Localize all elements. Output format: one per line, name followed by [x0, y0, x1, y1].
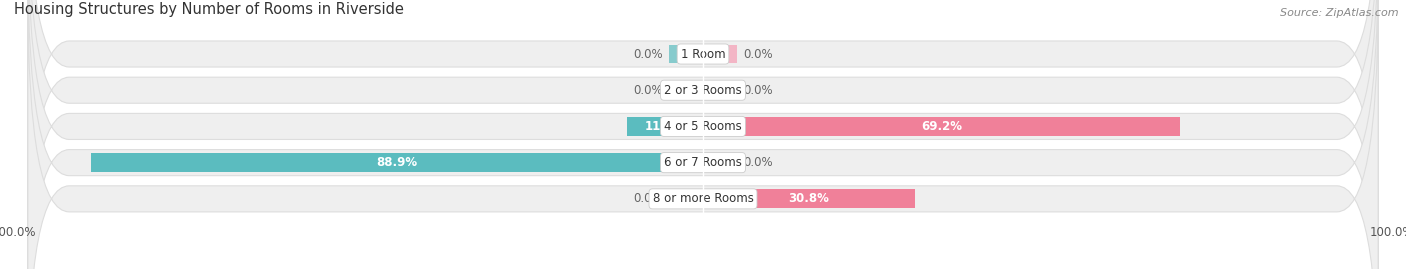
Bar	[703, 117, 1180, 136]
FancyBboxPatch shape	[28, 0, 1378, 269]
Text: 8 or more Rooms: 8 or more Rooms	[652, 192, 754, 205]
Text: 0.0%: 0.0%	[634, 48, 664, 61]
Bar	[703, 81, 738, 100]
Text: 69.2%: 69.2%	[921, 120, 962, 133]
Bar	[669, 189, 703, 208]
Text: 0.0%: 0.0%	[742, 156, 772, 169]
Bar	[669, 81, 703, 100]
FancyBboxPatch shape	[28, 0, 1378, 258]
Bar	[627, 117, 703, 136]
Text: Source: ZipAtlas.com: Source: ZipAtlas.com	[1281, 8, 1399, 18]
Text: 88.9%: 88.9%	[377, 156, 418, 169]
Text: 4 or 5 Rooms: 4 or 5 Rooms	[664, 120, 742, 133]
Bar	[703, 45, 738, 63]
Text: 11.1%: 11.1%	[644, 120, 685, 133]
FancyBboxPatch shape	[28, 0, 1378, 269]
Text: Housing Structures by Number of Rooms in Riverside: Housing Structures by Number of Rooms in…	[14, 2, 404, 17]
Text: 2 or 3 Rooms: 2 or 3 Rooms	[664, 84, 742, 97]
Bar	[703, 153, 738, 172]
Text: 30.8%: 30.8%	[789, 192, 830, 205]
Bar	[669, 45, 703, 63]
Text: 0.0%: 0.0%	[634, 84, 664, 97]
Text: 0.0%: 0.0%	[742, 84, 772, 97]
FancyBboxPatch shape	[28, 0, 1378, 269]
Text: 1 Room: 1 Room	[681, 48, 725, 61]
Bar	[90, 153, 703, 172]
Bar	[703, 189, 915, 208]
Text: 6 or 7 Rooms: 6 or 7 Rooms	[664, 156, 742, 169]
Text: 0.0%: 0.0%	[634, 192, 664, 205]
Text: 0.0%: 0.0%	[742, 48, 772, 61]
FancyBboxPatch shape	[28, 0, 1378, 269]
